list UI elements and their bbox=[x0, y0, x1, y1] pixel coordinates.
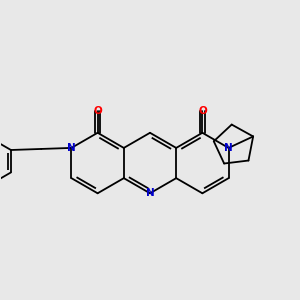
Text: O: O bbox=[93, 106, 102, 116]
Text: N: N bbox=[146, 188, 154, 198]
Text: O: O bbox=[198, 106, 207, 116]
Text: N: N bbox=[67, 143, 76, 153]
Text: N: N bbox=[224, 143, 233, 153]
